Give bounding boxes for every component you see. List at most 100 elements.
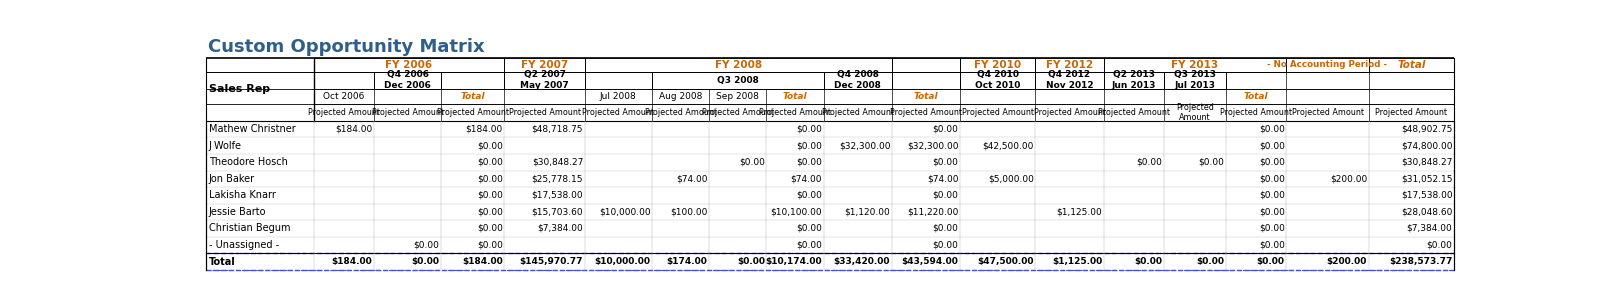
Bar [1036,104,1104,121]
Bar [1104,71,1164,88]
Text: Projected Amount: Projected Amount [701,108,774,117]
Bar [1104,88,1164,104]
Text: $0.00: $0.00 [478,191,504,200]
Bar [374,71,440,88]
Text: $0.00: $0.00 [797,141,822,150]
Text: $0.00: $0.00 [478,224,504,233]
Text: Projected Amount: Projected Amount [1098,108,1171,117]
Bar [1104,104,1164,121]
Text: $0.00: $0.00 [933,125,958,134]
Text: $100.00: $100.00 [670,208,708,217]
Text: Total: Total [209,257,235,267]
Bar [314,58,505,71]
Bar [824,71,892,88]
Text: $0.00: $0.00 [797,158,822,167]
Text: $184.00: $184.00 [461,257,504,266]
Text: $5,000.00: $5,000.00 [988,174,1035,183]
Bar [892,58,960,71]
Text: Q3 2008: Q3 2008 [717,75,759,85]
Bar [1368,58,1454,71]
Text: $145,970.77: $145,970.77 [520,257,583,266]
Bar [505,58,584,71]
Text: Projected Amount: Projected Amount [890,108,962,117]
Bar [709,71,766,88]
Text: $184.00: $184.00 [466,125,504,134]
Text: $0.00: $0.00 [1260,208,1285,217]
Bar [1287,58,1368,71]
Text: FY 2013: FY 2013 [1172,60,1219,70]
Text: $30,848.27: $30,848.27 [1400,158,1452,167]
Text: $74.00: $74.00 [928,174,958,183]
Text: Jul 2008: Jul 2008 [601,92,636,101]
Bar [766,71,824,88]
Bar [960,104,1036,121]
Text: $0.00: $0.00 [933,241,958,249]
Text: $184.00: $184.00 [332,257,372,266]
Bar [892,71,960,88]
Bar [505,71,584,88]
Text: $74.00: $74.00 [677,174,708,183]
Text: $0.00: $0.00 [797,241,822,249]
Text: $0.00: $0.00 [797,125,822,134]
Bar [314,104,374,121]
Text: $0.00: $0.00 [478,141,504,150]
Text: Q2 2013
Jun 2013: Q2 2013 Jun 2013 [1112,71,1156,90]
Text: $17,538.00: $17,538.00 [1400,191,1452,200]
Text: Theodore Hosch: Theodore Hosch [209,157,288,167]
Text: Projected Amount: Projected Amount [1292,108,1363,117]
Bar [1368,71,1454,88]
Text: J Wolfe: J Wolfe [209,141,241,151]
Text: $33,420.00: $33,420.00 [834,257,890,266]
Text: Total: Total [782,92,808,101]
Bar [766,104,824,121]
Text: Projected Amount: Projected Amount [962,108,1035,117]
Text: $31,052.15: $31,052.15 [1400,174,1452,183]
Text: Q4 2010
Oct 2010: Q4 2010 Oct 2010 [975,71,1020,90]
Bar [1287,71,1368,88]
Text: Projected Amount: Projected Amount [583,108,654,117]
Bar [314,88,374,104]
Text: $48,718.75: $48,718.75 [531,125,583,134]
Bar [374,88,440,104]
Text: $0.00: $0.00 [737,257,764,266]
Text: Projected Amount: Projected Amount [437,108,508,117]
Text: Jon Baker: Jon Baker [209,174,254,184]
Text: $0.00: $0.00 [1260,141,1285,150]
Text: $47,500.00: $47,500.00 [978,257,1035,266]
Text: Projected Amount: Projected Amount [371,108,444,117]
Bar [1104,58,1287,71]
Text: Lakisha Knarr: Lakisha Knarr [209,190,275,201]
Text: $7,384.00: $7,384.00 [1407,224,1452,233]
Text: $0.00: $0.00 [738,158,764,167]
Text: $0.00: $0.00 [1260,241,1285,249]
Bar [505,104,584,121]
Text: $10,100.00: $10,100.00 [771,208,822,217]
Text: FY 2012: FY 2012 [1046,60,1093,70]
Text: $200.00: $200.00 [1329,174,1366,183]
Bar [440,88,505,104]
Text: Projected Amount: Projected Amount [1033,108,1106,117]
Bar [1104,71,1164,88]
Bar [1164,71,1226,88]
Bar [1036,71,1104,88]
Text: $42,500.00: $42,500.00 [983,141,1035,150]
Text: Projected Amount: Projected Amount [644,108,717,117]
Bar [824,88,892,104]
Text: Total: Total [913,92,939,101]
Text: $184.00: $184.00 [335,125,372,134]
Bar [1036,71,1104,88]
Text: $0.00: $0.00 [1137,158,1162,167]
Bar [505,88,584,104]
Bar [1287,88,1368,104]
Text: $74,800.00: $74,800.00 [1400,141,1452,150]
Bar [892,88,960,104]
Text: Q4 2006
Dec 2006: Q4 2006 Dec 2006 [384,71,431,90]
Text: Christian Begum: Christian Begum [209,224,290,233]
Text: $1,125.00: $1,125.00 [1056,208,1103,217]
Text: $0.00: $0.00 [797,191,822,200]
Bar [652,88,709,104]
Text: Projected
Amount: Projected Amount [1175,103,1214,122]
Bar [709,88,766,104]
Text: $0.00: $0.00 [1256,257,1285,266]
Text: - Unassigned -: - Unassigned - [209,240,278,250]
